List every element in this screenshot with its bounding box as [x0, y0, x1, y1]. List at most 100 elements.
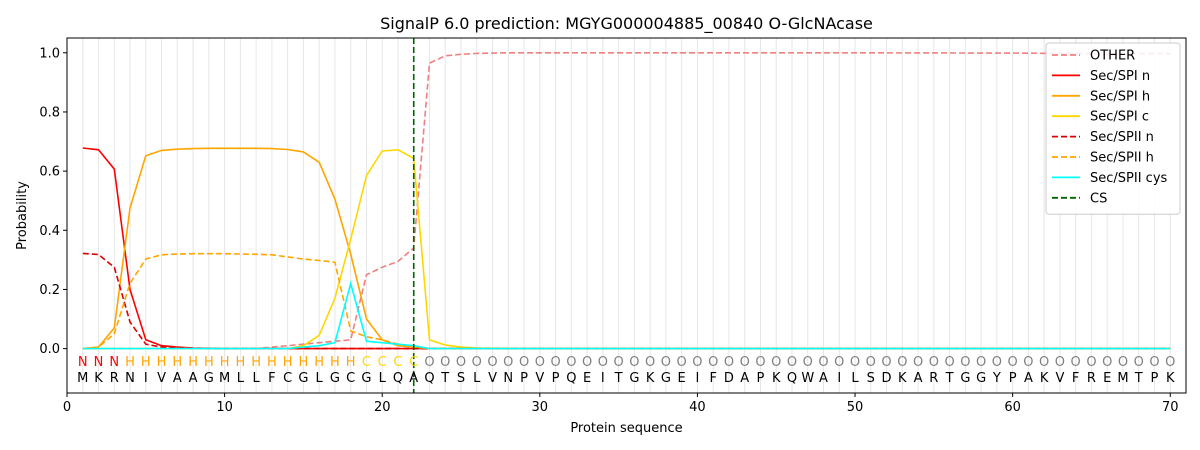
series-line [82, 147, 1171, 350]
legend-label: Sec/SPI n [1090, 69, 1150, 84]
residue-letter: G [629, 371, 639, 386]
region-label: O [787, 355, 797, 370]
residue-letter: M [77, 371, 88, 386]
residue-letter: I [696, 371, 700, 386]
residue-letter: K [772, 371, 781, 386]
region-label: O [629, 355, 639, 370]
region-label: O [503, 355, 513, 370]
residue-letter: A [189, 371, 198, 386]
residue-letter: Y [992, 371, 1001, 386]
region-label: O [1118, 355, 1128, 370]
series-line [82, 52, 1171, 350]
residue-letter: E [583, 371, 591, 386]
series-line [82, 252, 1171, 350]
y-axis-ticks: 0.0 0.2 0.4 0.6 0.8 1.0 [39, 46, 67, 357]
residue-letter: A [409, 371, 418, 386]
residue-letter: N [125, 371, 135, 386]
region-label: C [378, 355, 387, 370]
residue-letter: Q [424, 371, 434, 386]
residue-letter: P [520, 371, 528, 386]
y-tick-label: 0.8 [39, 105, 60, 120]
residue-letter: F [709, 371, 716, 386]
region-label: N [94, 355, 104, 370]
region-label: H [330, 355, 340, 370]
region-label: H [220, 355, 230, 370]
x-tick-label: 40 [689, 400, 706, 415]
residue-letter: V [1055, 371, 1064, 386]
region-label: O [708, 355, 718, 370]
residue-letter: A [1024, 371, 1033, 386]
residue-letter: G [976, 371, 986, 386]
legend-label: OTHER [1090, 49, 1135, 64]
residue-letter: V [157, 371, 166, 386]
residue-letter: Q [566, 371, 576, 386]
residue-letter: G [361, 371, 371, 386]
residue-letter: N [503, 371, 513, 386]
region-label: O [424, 355, 434, 370]
residue-letter: F [1072, 371, 1079, 386]
x-tick-label: 50 [847, 400, 864, 415]
region-label: H [172, 355, 182, 370]
residue-letter: K [1040, 371, 1049, 386]
legend: OTHER Sec/SPI n Sec/SPI h Sec/SPI c Sec/SPII… [1045, 42, 1181, 215]
residue-letter: E [1103, 371, 1111, 386]
x-axis-ticks: 0 10 20 30 40 50 60 70 [63, 393, 1179, 415]
residue-letter: I [144, 371, 148, 386]
residue-letter: G [960, 371, 970, 386]
residue-letter: G [330, 371, 340, 386]
region-label: O [582, 355, 592, 370]
residue-letter: T [1134, 371, 1143, 386]
y-tick-label: 0.0 [39, 342, 60, 357]
region-label: O [1165, 355, 1175, 370]
region-label: O [960, 355, 970, 370]
residue-letter: E [678, 371, 686, 386]
region-label: O [866, 355, 876, 370]
residue-letter: D [724, 371, 734, 386]
region-label: O [897, 355, 907, 370]
region-label: C [409, 355, 418, 370]
region-label: N [78, 355, 88, 370]
region-label: O [598, 355, 608, 370]
residue-letter: M [219, 371, 230, 386]
residue-letter: C [283, 371, 292, 386]
region-label: O [1023, 355, 1033, 370]
legend-label: Sec/SPII cys [1090, 171, 1168, 186]
residue-letter: G [661, 371, 671, 386]
region-label: O [1055, 355, 1065, 370]
grid-lines [82, 38, 1171, 393]
region-label: H [141, 355, 151, 370]
y-tick-label: 1.0 [39, 46, 60, 61]
region-label: O [818, 355, 828, 370]
residue-letter: L [851, 371, 859, 386]
residue-letter: K [898, 371, 907, 386]
region-label: O [755, 355, 765, 370]
region-label: H [346, 355, 356, 370]
region-label: O [519, 355, 529, 370]
series-line [82, 147, 1171, 350]
residue-letter: Q [393, 371, 403, 386]
residue-letter: F [268, 371, 275, 386]
region-label: O [456, 355, 466, 370]
residue-letter: L [253, 371, 261, 386]
x-tick-label: 60 [1004, 400, 1021, 415]
x-axis-title: Protein sequence [570, 421, 682, 436]
region-label: O [645, 355, 655, 370]
residue-letter: L [237, 371, 245, 386]
residue-letter: P [1009, 371, 1017, 386]
region-label: O [1008, 355, 1018, 370]
x-tick-label: 30 [532, 400, 549, 415]
region-label: H [283, 355, 293, 370]
residue-letter: T [614, 371, 623, 386]
region-label: O [1086, 355, 1096, 370]
x-tick-label: 0 [63, 400, 71, 415]
legend-label: CS [1090, 191, 1107, 206]
residue-letter: R [1087, 371, 1096, 386]
region-label: C [393, 355, 402, 370]
series-line [82, 252, 1171, 350]
y-tick-label: 0.6 [39, 165, 60, 180]
residue-letter: G [204, 371, 214, 386]
region-label: O [440, 355, 450, 370]
legend-label: Sec/SPI c [1090, 110, 1149, 125]
residue-letter: C [346, 371, 355, 386]
